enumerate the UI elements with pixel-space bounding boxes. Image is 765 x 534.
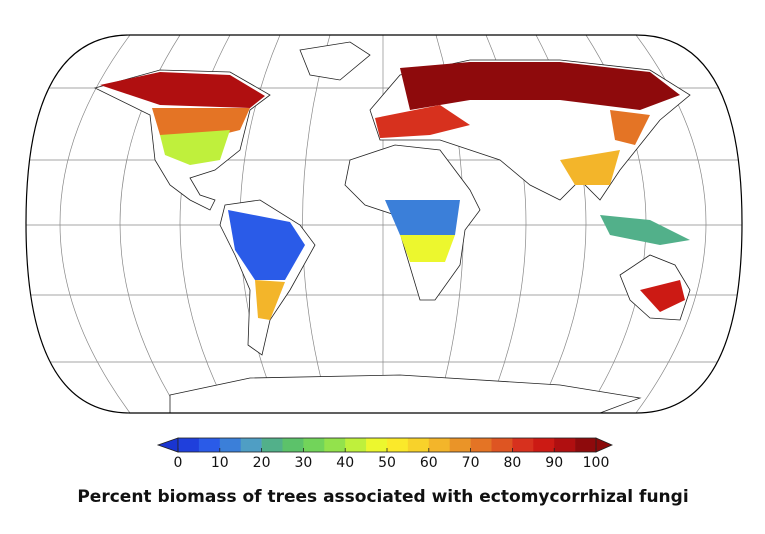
color-bin [428, 438, 450, 452]
caption: Percent biomass of trees associated with… [77, 487, 688, 507]
color-bin [407, 438, 430, 452]
maritime-asia [600, 215, 690, 245]
greenland [299, 41, 371, 81]
color-bin [449, 438, 471, 452]
tick-label: 100 [583, 455, 610, 471]
east-australia [640, 280, 685, 312]
color-bin [303, 438, 325, 452]
tick-label: 60 [420, 455, 438, 471]
over-arrow [595, 437, 613, 453]
tick-label: 20 [253, 455, 271, 471]
color-bin [261, 438, 283, 452]
color-bin [575, 438, 597, 452]
congo [385, 200, 460, 235]
boreal-north-america [100, 72, 265, 108]
boreal-eurasia [400, 62, 680, 110]
color-bin [512, 438, 534, 452]
map-outline [25, 34, 743, 414]
color-bin [324, 438, 346, 452]
color-bin [345, 438, 367, 452]
color-bin [178, 438, 200, 452]
europe [375, 105, 470, 138]
color-bin [554, 438, 576, 452]
world-map [25, 34, 743, 414]
miombo [400, 235, 455, 262]
color-bin [282, 438, 304, 452]
south-cone [255, 280, 285, 320]
antarctica [169, 374, 642, 413]
tick-label: 30 [294, 455, 312, 471]
color-bin [387, 438, 409, 452]
tick-label: 40 [336, 455, 354, 471]
north-east-asia [610, 110, 650, 145]
color-bin [533, 438, 555, 452]
amazon [228, 210, 305, 280]
tick-label: 50 [378, 455, 396, 471]
color-bin [198, 438, 221, 452]
colorbar: 0 10 20 30 40 50 60 70 80 90 100 [156, 437, 613, 471]
tick-label: 70 [462, 455, 480, 471]
meridian [302, 35, 331, 413]
color-bin [240, 438, 262, 452]
color-bin [366, 438, 388, 452]
tick-label: 90 [545, 455, 563, 471]
east-asia [560, 150, 620, 185]
color-bin [470, 438, 492, 452]
color-bin [491, 438, 513, 452]
tick-label: 10 [211, 455, 229, 471]
tick-label: 80 [503, 455, 521, 471]
map-body [26, 35, 742, 413]
tick-label: 0 [174, 455, 183, 471]
biomass-overlay [100, 62, 690, 320]
meridian [59, 35, 131, 413]
color-bin [219, 438, 241, 452]
under-arrow [156, 437, 179, 453]
south-east-us [160, 130, 230, 165]
